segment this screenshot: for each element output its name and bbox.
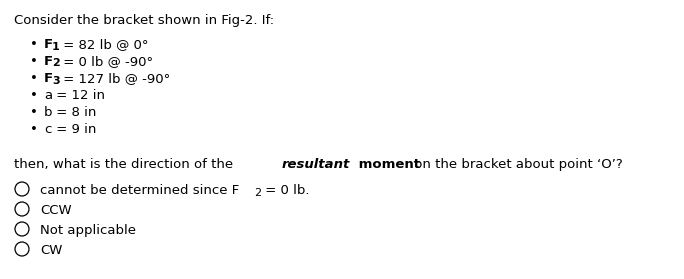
Text: •: • bbox=[30, 123, 38, 136]
Text: 3: 3 bbox=[52, 76, 60, 85]
Text: Consider the bracket shown in Fig-2. If:: Consider the bracket shown in Fig-2. If: bbox=[14, 14, 274, 27]
Text: cannot be determined since F: cannot be determined since F bbox=[40, 184, 239, 197]
Text: = 12 in: = 12 in bbox=[52, 89, 105, 102]
Text: 2: 2 bbox=[52, 59, 60, 69]
Text: 2: 2 bbox=[254, 187, 261, 198]
Text: on the bracket about point ‘O’?: on the bracket about point ‘O’? bbox=[410, 158, 623, 171]
Text: a: a bbox=[44, 89, 52, 102]
Text: = 8 in: = 8 in bbox=[52, 106, 96, 119]
Text: F: F bbox=[44, 72, 53, 85]
Text: •: • bbox=[30, 89, 38, 102]
Text: F: F bbox=[44, 55, 53, 68]
Text: moment: moment bbox=[354, 158, 420, 171]
Text: = 0 lb.: = 0 lb. bbox=[261, 184, 309, 197]
Text: = 9 in: = 9 in bbox=[52, 123, 96, 136]
Text: Not applicable: Not applicable bbox=[40, 224, 136, 237]
Text: •: • bbox=[30, 106, 38, 119]
Text: then, what is the direction of the: then, what is the direction of the bbox=[14, 158, 237, 171]
Text: c: c bbox=[44, 123, 51, 136]
Text: 1: 1 bbox=[52, 42, 60, 52]
Text: F: F bbox=[44, 38, 53, 51]
Text: = 82 lb @ 0°: = 82 lb @ 0° bbox=[59, 38, 148, 51]
Text: CW: CW bbox=[40, 244, 62, 257]
Text: resultant: resultant bbox=[282, 158, 350, 171]
Text: b: b bbox=[44, 106, 53, 119]
Text: = 127 lb @ -90°: = 127 lb @ -90° bbox=[59, 72, 170, 85]
Text: •: • bbox=[30, 55, 38, 68]
Text: •: • bbox=[30, 38, 38, 51]
Text: •: • bbox=[30, 72, 38, 85]
Text: = 0 lb @ -90°: = 0 lb @ -90° bbox=[59, 55, 153, 68]
Text: CCW: CCW bbox=[40, 204, 72, 217]
